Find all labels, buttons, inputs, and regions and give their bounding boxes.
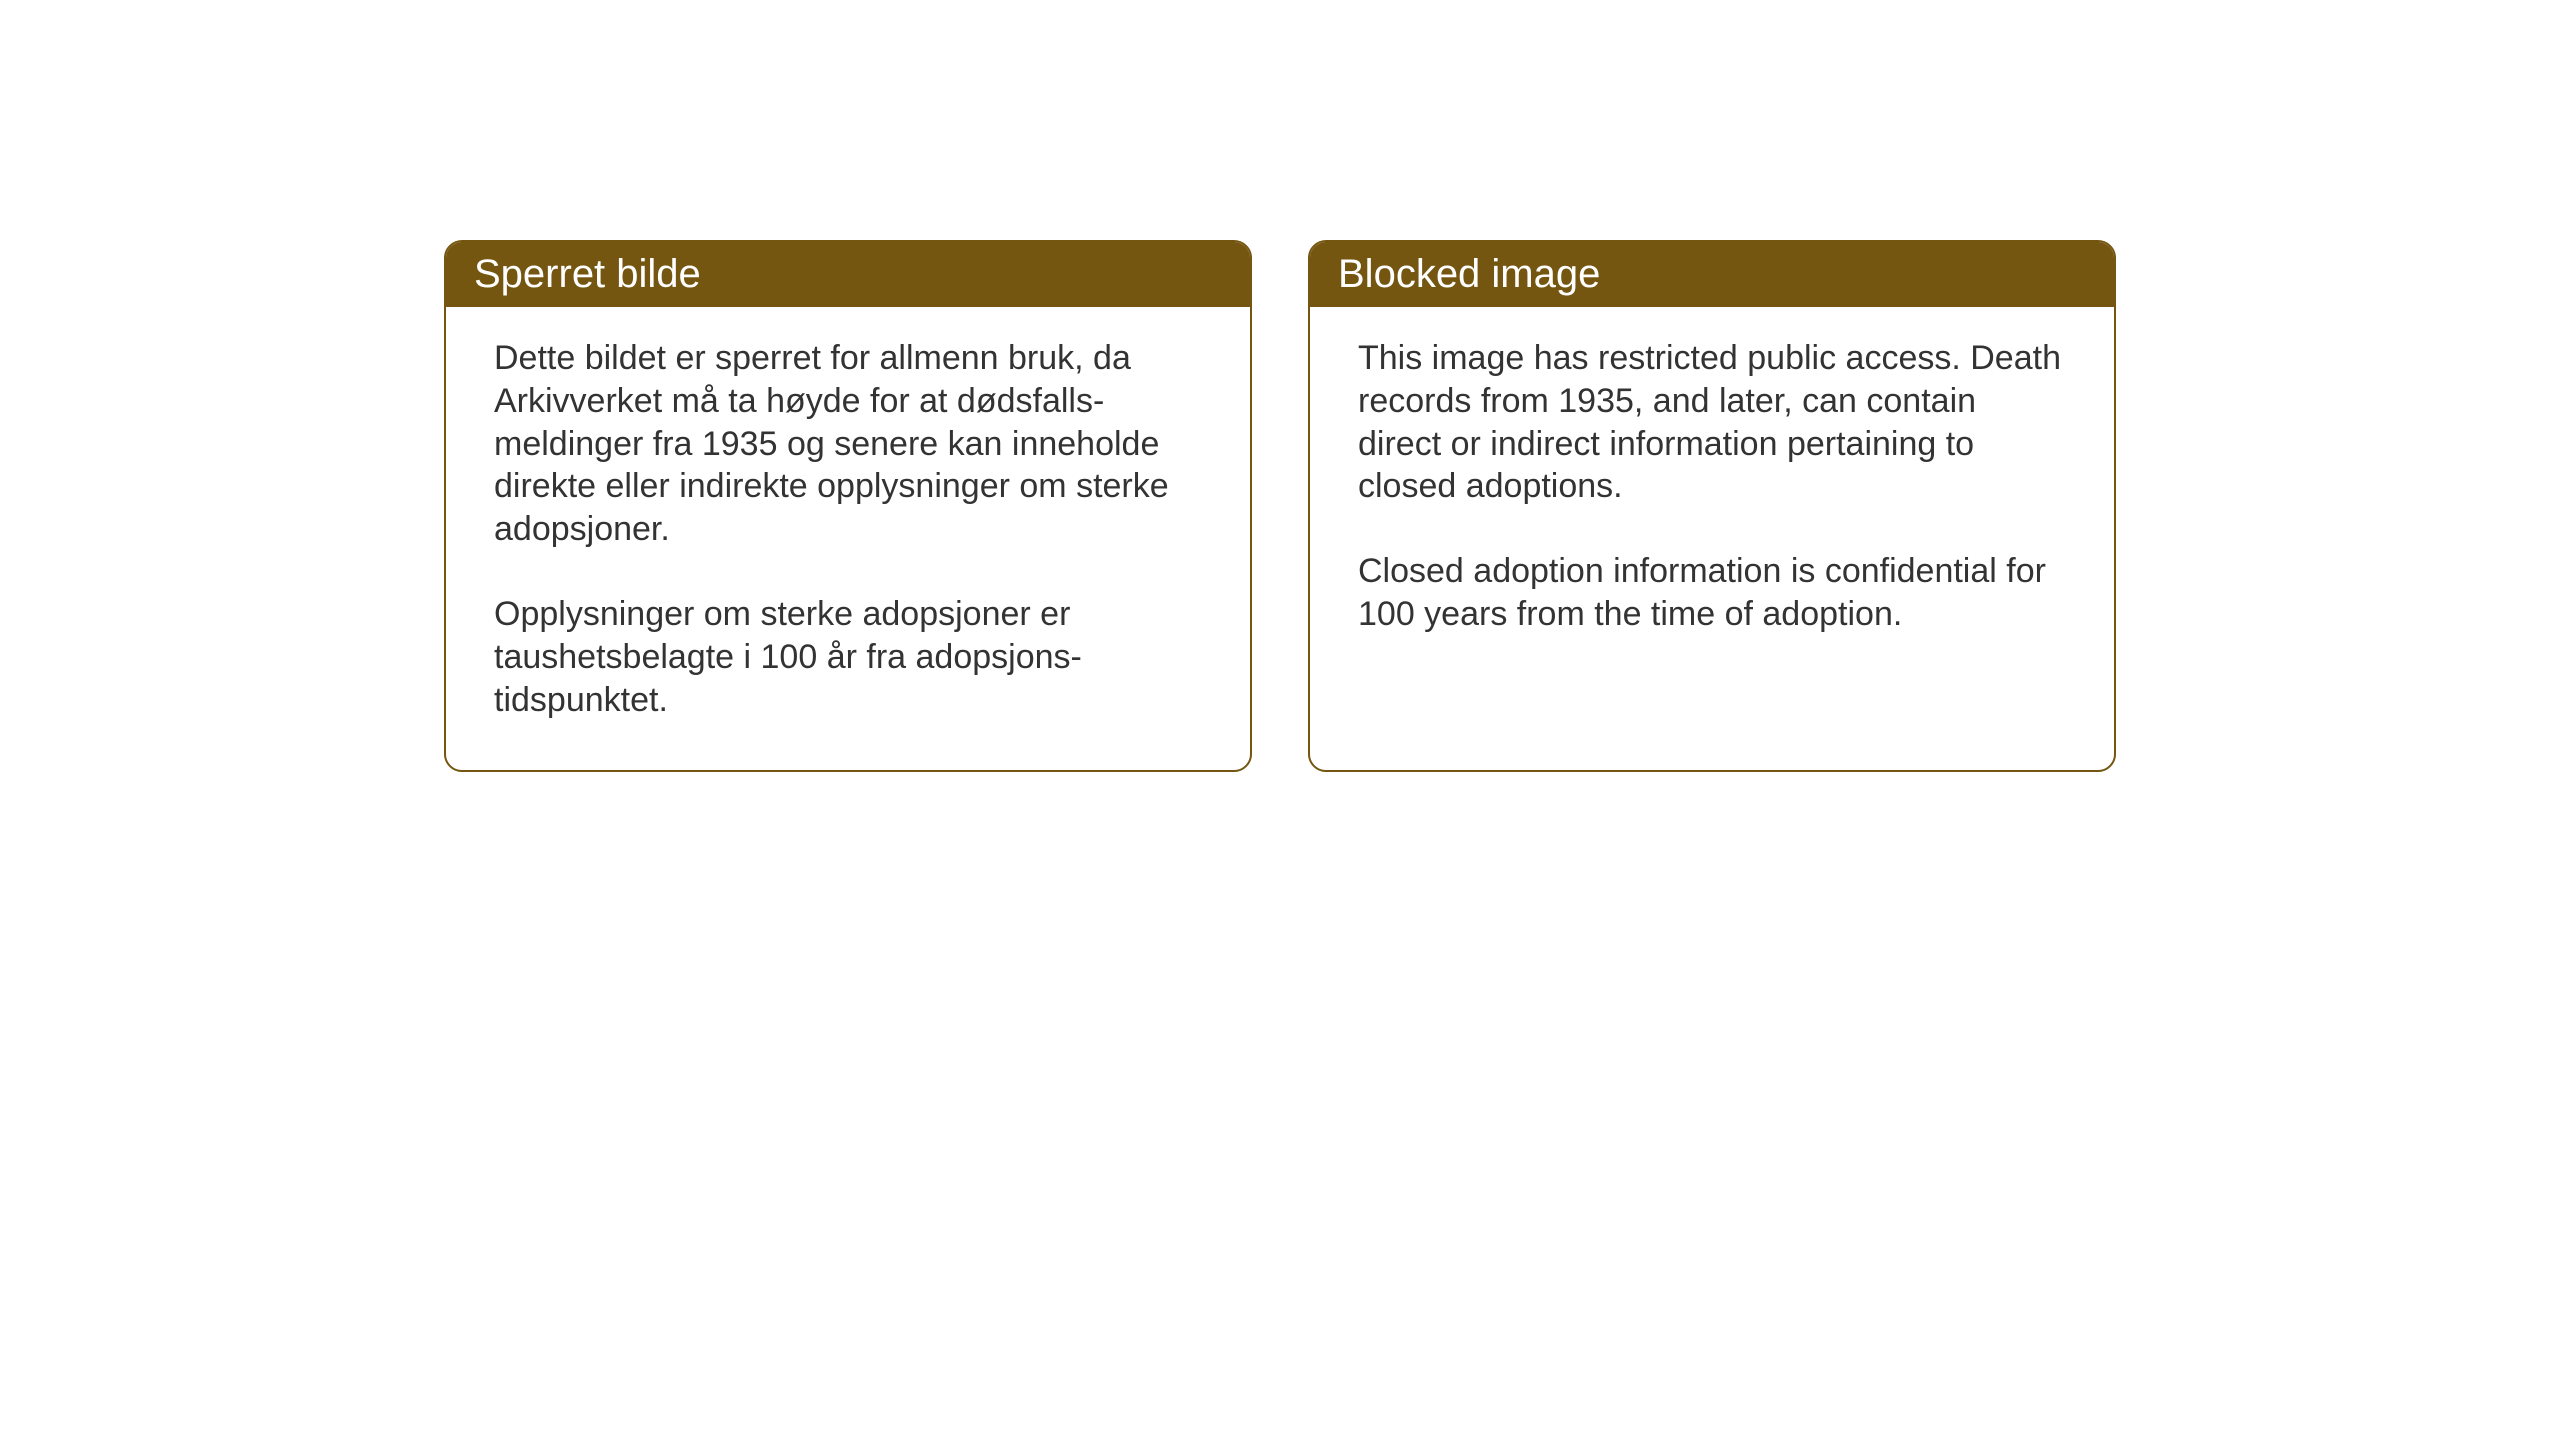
notice-paragraph: Dette bildet er sperret for allmenn bruk… [494, 337, 1202, 551]
notice-container: Sperret bilde Dette bildet er sperret fo… [444, 240, 2116, 772]
notice-card-english: Blocked image This image has restricted … [1308, 240, 2116, 772]
notice-title-norwegian: Sperret bilde [446, 242, 1250, 307]
notice-paragraph: Opplysninger om sterke adopsjoner er tau… [494, 593, 1202, 721]
notice-body-norwegian: Dette bildet er sperret for allmenn bruk… [446, 307, 1250, 770]
notice-card-norwegian: Sperret bilde Dette bildet er sperret fo… [444, 240, 1252, 772]
notice-paragraph: Closed adoption information is confident… [1358, 550, 2066, 636]
notice-title-english: Blocked image [1310, 242, 2114, 307]
notice-paragraph: This image has restricted public access.… [1358, 337, 2066, 508]
notice-body-english: This image has restricted public access.… [1310, 307, 2114, 684]
